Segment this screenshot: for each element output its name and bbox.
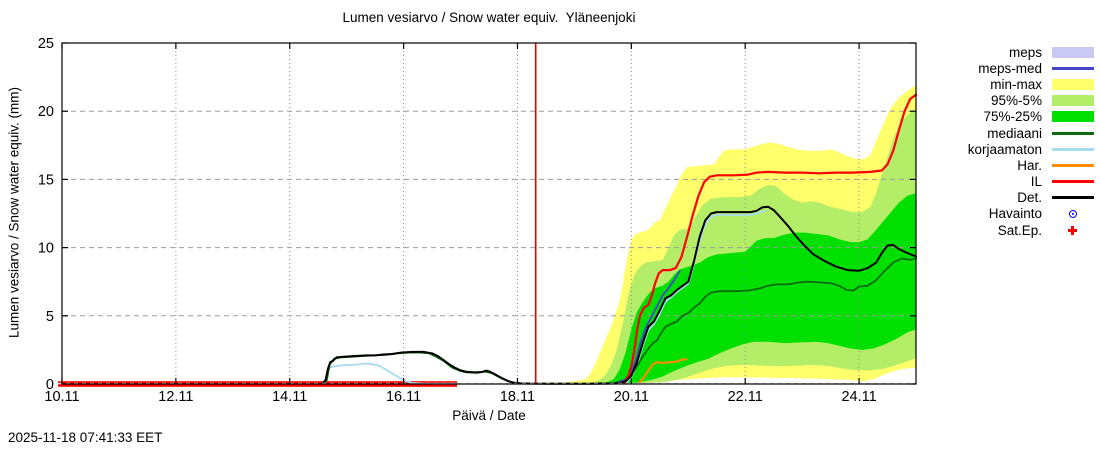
legend-item-korjaamaton: korjaamaton xyxy=(930,141,1098,157)
legend-label: IL xyxy=(1030,174,1042,190)
legend-item-min-max: min-max xyxy=(930,76,1098,92)
line-Har. xyxy=(638,358,688,384)
y-tick-label: 0 xyxy=(46,377,54,393)
legend-label: Det. xyxy=(1017,190,1042,206)
chart-title: Lumen vesiarvo / Snow water equiv. Yläne… xyxy=(342,10,636,25)
legend-swatch-line xyxy=(1052,158,1098,172)
legend-item-havainto: Havainto xyxy=(930,206,1098,222)
legend-label: 95%-5% xyxy=(990,93,1042,109)
x-tick-label: 14.11 xyxy=(272,389,307,405)
y-tick-label: 10 xyxy=(38,241,54,257)
x-tick-label: 22.11 xyxy=(728,389,763,405)
timestamp: 2025-11-18 07:41:33 EET xyxy=(8,430,163,445)
line-Det. xyxy=(321,205,917,385)
legend: meps meps-med min-max 95%-5% 75%-25% med… xyxy=(930,44,1098,238)
y-tick-label: 5 xyxy=(46,309,54,325)
legend-swatch-band xyxy=(1052,45,1098,59)
legend-label: mediaani xyxy=(987,125,1042,141)
legend-swatch-band xyxy=(1052,94,1098,108)
x-tick-label: 10.11 xyxy=(44,389,79,405)
legend-item-75-25: 75%-25% xyxy=(930,109,1098,125)
x-tick-label: 20.11 xyxy=(614,389,649,405)
legend-item-il: IL xyxy=(930,174,1098,190)
legend-swatch-line xyxy=(1052,126,1098,140)
legend-item-95-5: 95%-5% xyxy=(930,93,1098,109)
legend-swatch-line xyxy=(1052,61,1098,75)
legend-item-det: Det. xyxy=(930,190,1098,206)
legend-item-meps: meps xyxy=(930,44,1098,60)
legend-swatch-plus-icon xyxy=(1052,223,1098,237)
legend-item-mediaani: mediaani xyxy=(930,125,1098,141)
legend-label: korjaamaton xyxy=(967,141,1042,157)
legend-swatch-line xyxy=(1052,142,1098,156)
legend-label: meps-med xyxy=(978,60,1042,76)
line-korjaamaton xyxy=(324,362,459,385)
x-tick-label: 18.11 xyxy=(500,389,535,405)
y-tick-label: 20 xyxy=(38,104,54,120)
legend-swatch-line xyxy=(1052,175,1098,189)
legend-item-meps-med: meps-med xyxy=(930,60,1098,76)
x-tick-label: 16.11 xyxy=(386,389,421,405)
legend-swatch-band xyxy=(1052,77,1098,91)
legend-label: meps xyxy=(1008,44,1042,60)
legend-label: Sat.Ep. xyxy=(997,222,1042,238)
legend-label: 75%-25% xyxy=(983,109,1042,125)
legend-swatch-circle-icon xyxy=(1052,207,1098,221)
y-tick-label: 15 xyxy=(38,172,54,188)
legend-swatch-band xyxy=(1052,110,1098,124)
legend-label: Havainto xyxy=(988,206,1042,222)
legend-swatch-line xyxy=(1052,191,1098,205)
y-tick-label: 25 xyxy=(38,36,54,52)
legend-label: min-max xyxy=(990,76,1042,92)
x-tick-label: 24.11 xyxy=(841,389,876,405)
plot-border xyxy=(61,42,917,385)
x-tick-label: 12.11 xyxy=(158,389,193,405)
line-IL xyxy=(623,93,918,384)
legend-item-sat-ep: Sat.Ep. xyxy=(930,222,1098,238)
y-axis-label: Lumen vesiarvo / Snow water equiv. (mm) xyxy=(6,86,22,339)
legend-item-har: Har. xyxy=(930,157,1098,173)
legend-label: Har. xyxy=(1017,157,1042,173)
x-axis-label: Päivä / Date xyxy=(452,408,526,423)
